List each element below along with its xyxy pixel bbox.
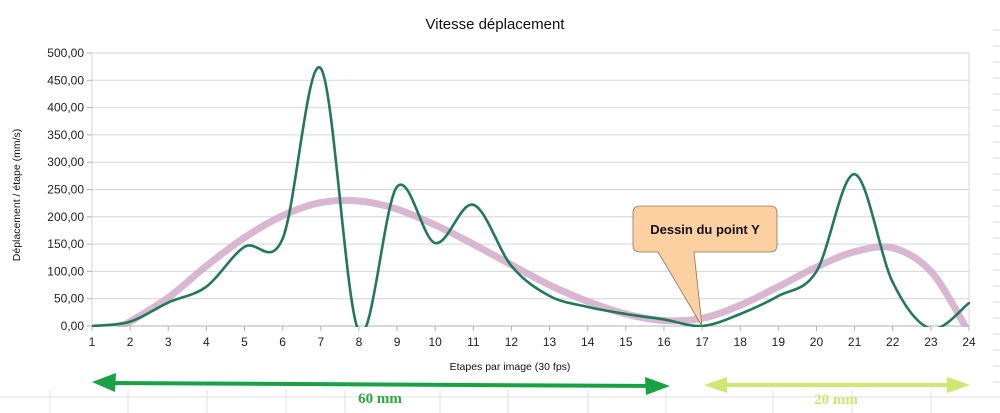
y-tick-label: 250,00 bbox=[47, 183, 84, 197]
x-tick-label: 3 bbox=[165, 335, 172, 349]
x-tick-label: 20 bbox=[810, 335, 824, 349]
x-tick-label: 8 bbox=[356, 335, 363, 349]
y-axis-label: Déplacement / étape (mm/s) bbox=[11, 129, 23, 261]
callout-text: Dessin du point Y bbox=[650, 222, 760, 237]
y-tick-label: 150,00 bbox=[47, 237, 84, 251]
range-20-arrow bbox=[704, 377, 970, 393]
x-tick-label: 23 bbox=[924, 335, 938, 349]
x-tick-label: 18 bbox=[734, 335, 748, 349]
y-tick-label: 500,00 bbox=[47, 46, 84, 60]
x-tick-label: 22 bbox=[886, 335, 900, 349]
x-tick-label: 13 bbox=[543, 335, 557, 349]
x-tick-label: 7 bbox=[317, 335, 324, 349]
callout-shape bbox=[632, 205, 778, 327]
y-tick-label: 300,00 bbox=[47, 155, 84, 169]
x-tick-label: 24 bbox=[962, 335, 976, 349]
y-tick-label: 0,00 bbox=[61, 319, 85, 333]
y-tick-label: 50,00 bbox=[54, 292, 84, 306]
y-tick-label: 400,00 bbox=[47, 101, 84, 115]
y-tick-label: 350,00 bbox=[47, 128, 84, 142]
callout: Dessin du point Y bbox=[632, 205, 778, 327]
y-tick-label: 450,00 bbox=[47, 73, 84, 87]
grid-lines bbox=[91, 52, 970, 327]
y-tick-label: 200,00 bbox=[47, 210, 84, 224]
x-tick-label: 5 bbox=[241, 335, 248, 349]
speed-line bbox=[92, 66, 970, 327]
x-tick-label: 15 bbox=[619, 335, 633, 349]
x-tick-label: 16 bbox=[657, 335, 671, 349]
trend-line bbox=[117, 196, 969, 327]
x-tick-label: 11 bbox=[467, 335, 480, 349]
x-tick-label: 14 bbox=[581, 335, 595, 349]
x-tick-label: 10 bbox=[428, 335, 442, 349]
range-60-arrow bbox=[92, 373, 670, 395]
x-axis-label: Etapes par image (30 fps) bbox=[450, 361, 571, 373]
x-tick-label: 19 bbox=[772, 335, 786, 349]
x-tick-label: 4 bbox=[203, 335, 210, 349]
x-tick-label: 17 bbox=[695, 335, 709, 349]
range-60-label: 60 mm bbox=[358, 391, 402, 407]
x-tick-label: 2 bbox=[127, 335, 134, 349]
series-group bbox=[92, 66, 970, 327]
x-tick-label: 12 bbox=[505, 335, 519, 349]
x-tick-label: 21 bbox=[848, 335, 862, 349]
right-edge-ticks bbox=[993, 29, 1000, 383]
x-tick-label: 1 bbox=[89, 335, 96, 349]
range-arrows: 60 mm 20 mm bbox=[92, 373, 970, 408]
y-tick-label: 100,00 bbox=[47, 264, 84, 278]
y-axis-ticks: 0,00 50,00 100,00 150,00 200,00 250,00 300,00 3… bbox=[47, 46, 92, 333]
chart-title: Vitesse déplacement bbox=[426, 16, 566, 33]
x-axis-ticks: 1 2 3 4 5 6 7 8 9 10 11 12 13 14 15 16 17 18 19 20 21 22 23 24 bbox=[89, 326, 976, 349]
spreadsheet-grid bbox=[0, 390, 1000, 413]
x-tick-label: 9 bbox=[394, 335, 401, 349]
range-20-label: 20 mm bbox=[814, 392, 858, 408]
x-tick-label: 6 bbox=[279, 335, 286, 349]
